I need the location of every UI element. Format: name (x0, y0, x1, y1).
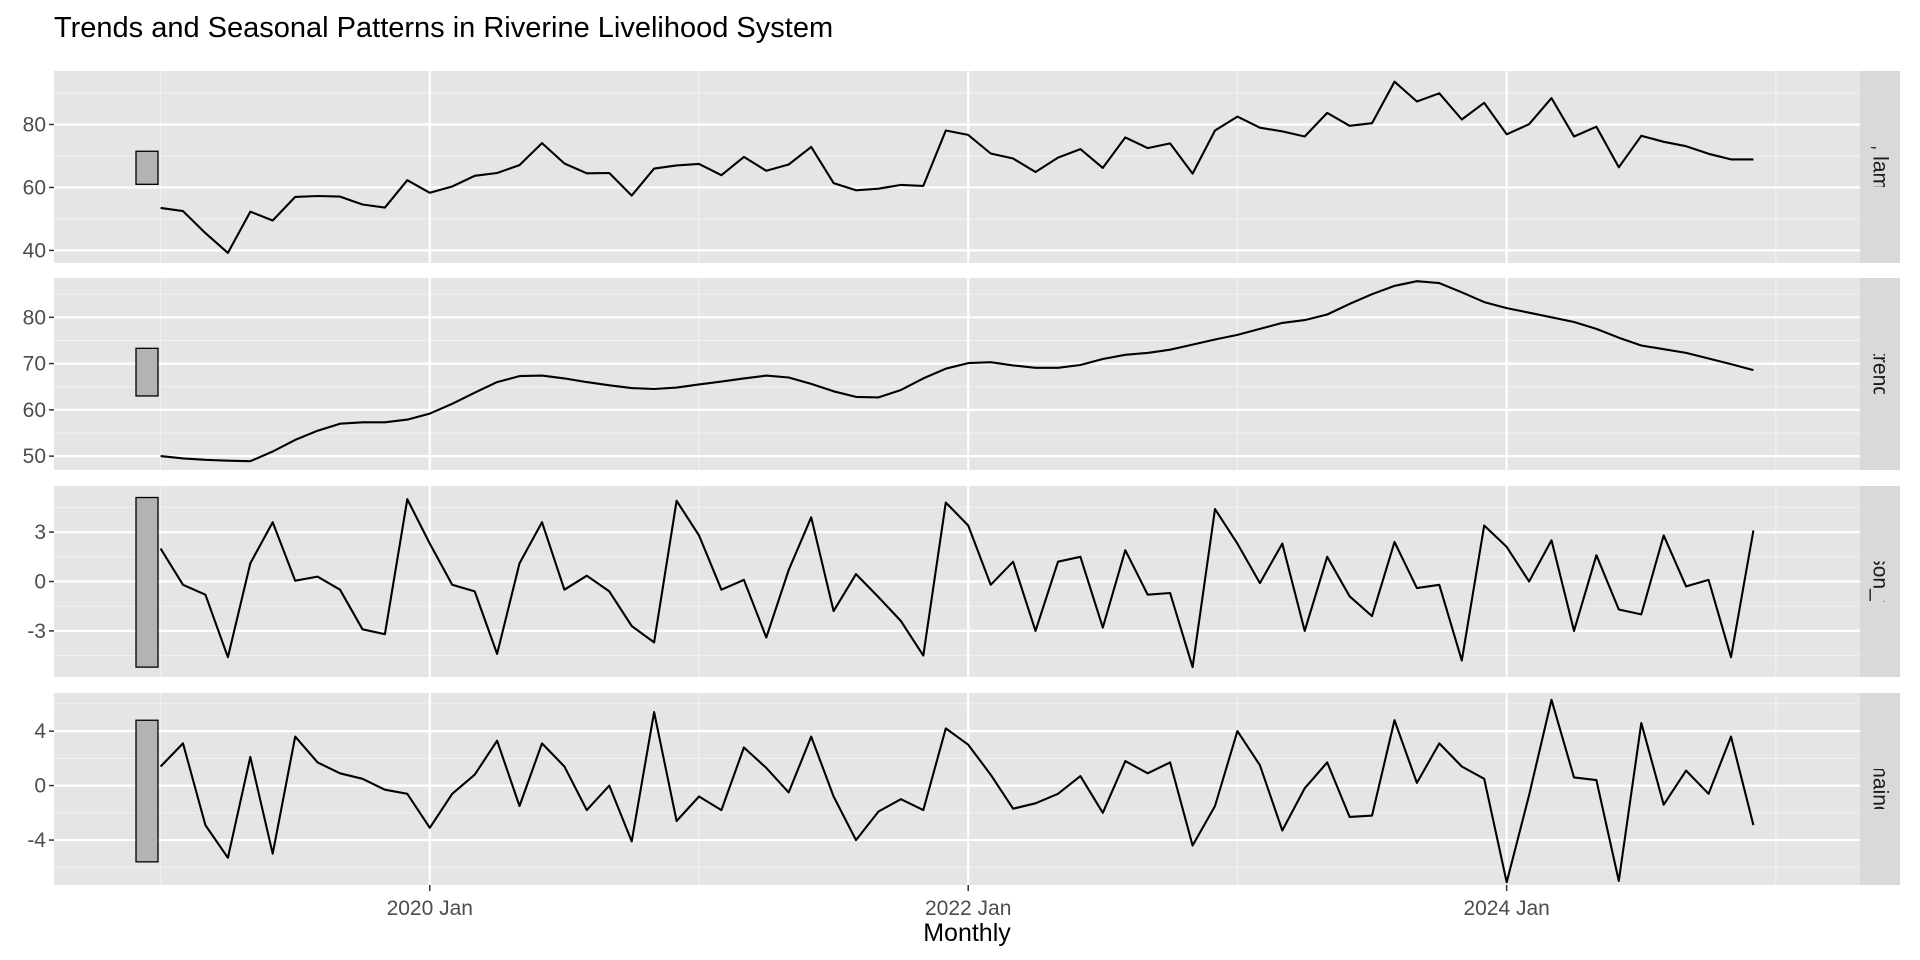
series-line-trend (160, 280, 1754, 463)
facet-strip (1860, 693, 1900, 885)
y-tick-label: 80 (23, 306, 46, 329)
facet-strip-label: trend (1869, 350, 1892, 398)
panel-background (54, 71, 1860, 263)
facet-strip-label: remainder (1869, 742, 1892, 837)
facet-strip-label: season_year (1869, 521, 1892, 641)
y-tick-label: 60 (23, 399, 46, 422)
x-tick-label: 2024 Jan (1463, 897, 1549, 920)
chart-title: Trends and Seasonal Patterns in Riverine… (54, 12, 833, 44)
panel-issions, lambda = l: 40 60 80 issions, lambda = l (23, 71, 1900, 263)
facet-strip (1860, 486, 1900, 677)
y-tick-label: 0 (34, 775, 46, 798)
y-tick-label: 60 (23, 176, 46, 199)
x-axis-title: Monthly (923, 919, 1011, 947)
scale-bar (135, 719, 159, 863)
y-tick-label: 50 (23, 445, 46, 468)
panel-background (54, 278, 1860, 470)
y-tick-label: -3 (27, 620, 46, 643)
facet-strip-label: issions, lambda = l (1869, 80, 1892, 253)
y-tick-label: 0 (34, 571, 46, 594)
scale-bar (135, 496, 159, 668)
y-tick-label: 3 (34, 521, 46, 544)
y-tick-label: -4 (27, 829, 46, 852)
scale-bar (135, 347, 159, 397)
x-axis: 2020 Jan 2022 Jan 2024 Jan (387, 885, 1550, 920)
scale-bar (135, 150, 159, 185)
x-tick-label: 2020 Jan (387, 897, 473, 920)
facet-strip (1860, 278, 1900, 470)
panel-season_year: -3 0 3 season_year (27, 486, 1900, 677)
y-tick-label: 40 (23, 239, 46, 262)
series-line-remainder (159, 698, 1755, 884)
x-tick-label: 2022 Jan (925, 897, 1011, 920)
y-tick-label: 70 (23, 353, 46, 376)
facet-strip (1860, 71, 1900, 263)
series-line-issions, lambda = l (160, 80, 1754, 254)
panel-trend: 50 60 70 80 trend (23, 278, 1900, 470)
y-tick-label: 4 (34, 720, 46, 743)
panel-background (54, 693, 1860, 885)
series-line-season_year (159, 498, 1755, 669)
panel-remainder: -4 0 4 remainder (27, 693, 1900, 885)
y-tick-label: 80 (23, 114, 46, 137)
